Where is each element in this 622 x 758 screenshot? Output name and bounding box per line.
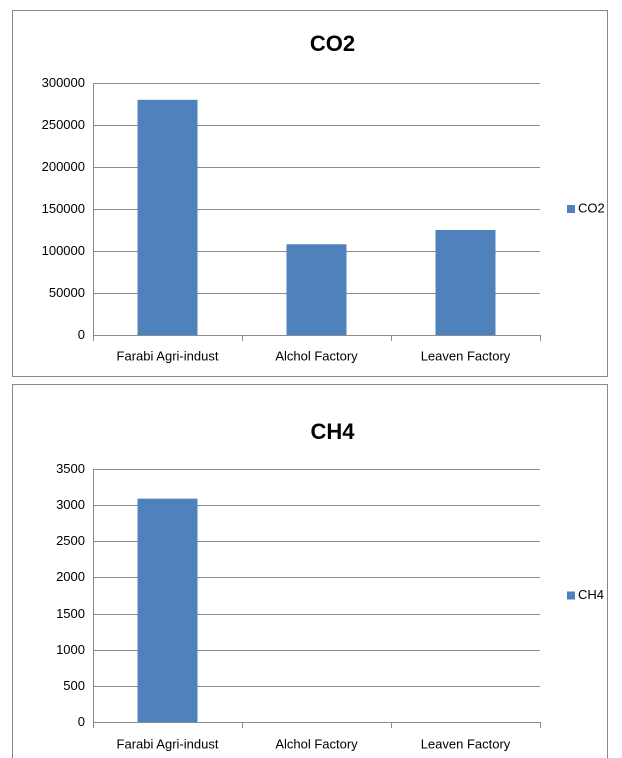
x-tick-label: Alchol Factory — [275, 348, 358, 363]
y-tick-label: 50000 — [49, 285, 85, 300]
y-tick-label: 0 — [78, 327, 85, 342]
y-tick-label: 3500 — [56, 461, 85, 476]
chart-title: CO2 — [310, 31, 355, 56]
chart-frame — [12, 10, 608, 377]
x-tick-label: Alchol Factory — [275, 736, 358, 751]
legend-label: CH4 — [578, 587, 604, 602]
x-tick-label: Leaven Factory — [421, 348, 511, 363]
y-tick-label: 2500 — [56, 533, 85, 548]
y-tick-label: 300000 — [42, 75, 85, 90]
y-tick-label: 2000 — [56, 569, 85, 584]
bar — [137, 99, 198, 335]
y-tick-label: 1500 — [56, 606, 85, 621]
y-tick-label: 150000 — [42, 201, 85, 216]
x-tick-label: Farabi Agri-indust — [117, 348, 219, 363]
legend-label: CO2 — [578, 200, 605, 215]
y-tick-label: 0 — [78, 714, 85, 729]
bar — [435, 230, 496, 335]
y-tick-label: 250000 — [42, 117, 85, 132]
y-tick-label: 1000 — [56, 642, 85, 657]
y-tick-label: 500 — [63, 678, 85, 693]
chart-frame — [12, 384, 608, 758]
chart-title: CH4 — [310, 419, 355, 444]
y-tick-label: 100000 — [42, 243, 85, 258]
x-tick-label: Leaven Factory — [421, 736, 511, 751]
y-tick-label: 3000 — [56, 497, 85, 512]
y-tick-label: 200000 — [42, 159, 85, 174]
bar — [286, 244, 347, 335]
bar — [137, 498, 198, 722]
legend-swatch — [567, 205, 575, 213]
x-tick-label: Farabi Agri-indust — [117, 736, 219, 751]
legend-swatch — [567, 591, 575, 600]
